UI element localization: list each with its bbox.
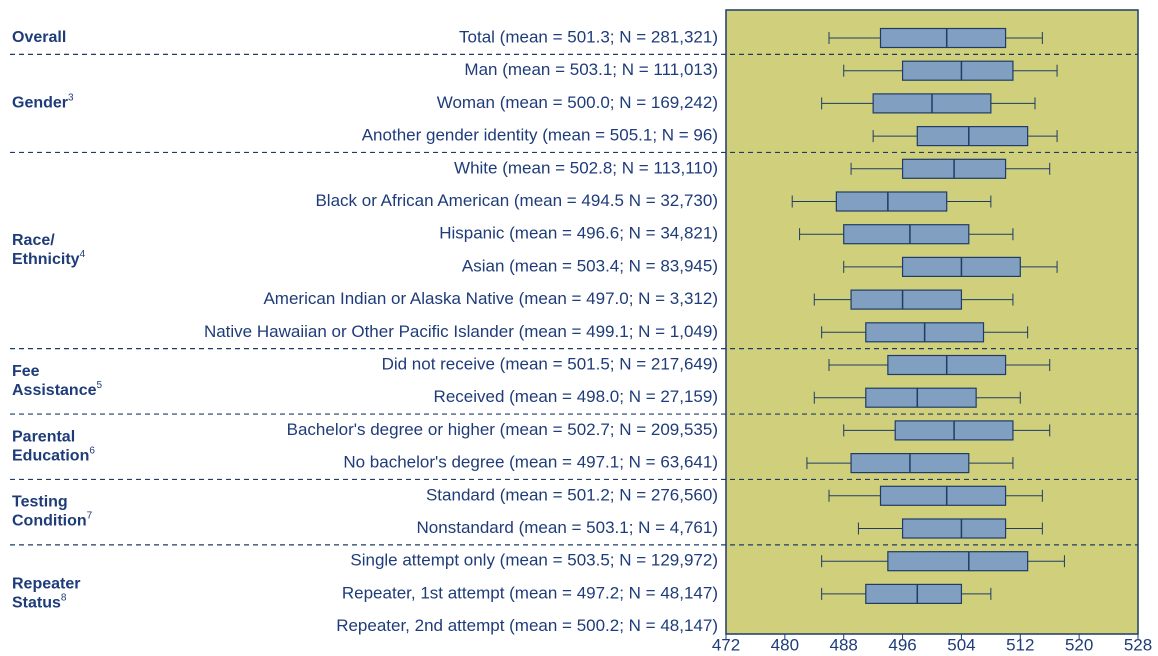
group-label: Gender3 xyxy=(12,92,74,112)
box xyxy=(865,583,963,605)
x-tick-label: 480 xyxy=(771,635,799,654)
category-label: Single attempt only (mean = 503.5; N = 1… xyxy=(350,551,718,570)
group-label-text: Education xyxy=(12,447,89,464)
category-label: Nonstandard (mean = 503.1; N = 4,761) xyxy=(417,518,718,537)
category-label: Standard (mean = 501.2; N = 276,560) xyxy=(426,485,718,504)
group-label: Ethnicity4 xyxy=(12,249,86,269)
group-label: Condition7 xyxy=(12,510,93,530)
category-label: American Indian or Alaska Native (mean =… xyxy=(263,289,718,308)
box xyxy=(850,289,963,310)
box xyxy=(835,191,948,212)
group-label: Testing xyxy=(12,494,68,511)
category-label: Did not receive (mean = 501.5; N = 217,6… xyxy=(382,354,718,373)
category-label: Native Hawaiian or Other Pacific Islande… xyxy=(204,322,718,341)
x-tick-label: 520 xyxy=(1065,635,1093,654)
group-label: Repeater xyxy=(12,576,80,593)
group-label-text: Gender xyxy=(12,95,68,112)
category-label: Repeater, 2nd attempt (mean = 500.2; N =… xyxy=(336,616,718,635)
box xyxy=(879,485,1007,506)
category-label: Man (mean = 503.1; N = 111,013) xyxy=(464,60,718,79)
category-label: Asian (mean = 503.4; N = 83,945) xyxy=(462,256,718,275)
group-label: Assistance5 xyxy=(12,379,103,399)
x-tick-label: 488 xyxy=(830,635,858,654)
category-label: Total (mean = 501.3; N = 281,321) xyxy=(459,27,718,46)
category-label: Repeater, 1st attempt (mean = 497.2; N =… xyxy=(342,583,718,602)
category-label: Another gender identity (mean = 505.1; N… xyxy=(362,126,718,145)
footnote-mark: 3 xyxy=(68,92,74,103)
category-label: White (mean = 502.8; N = 113,110) xyxy=(454,158,718,177)
group-label-text: Status xyxy=(12,595,61,612)
box xyxy=(916,125,1029,147)
category-label: Woman (mean = 500.0; N = 169,242) xyxy=(437,93,718,112)
category-label: Bachelor's degree or higher (mean = 502.… xyxy=(287,420,718,439)
x-tick-label: 504 xyxy=(947,635,975,654)
x-tick-label: 528 xyxy=(1124,635,1152,654)
footnote-mark: 7 xyxy=(87,510,93,521)
x-tick-label: 512 xyxy=(1006,635,1034,654)
category-label: Hispanic (mean = 496.6; N = 34,821) xyxy=(439,224,718,243)
group-label: Parental xyxy=(12,428,75,445)
group-label: Fee xyxy=(12,363,40,380)
group-label: Overall xyxy=(12,29,66,46)
group-label: Status8 xyxy=(12,592,67,612)
footnote-mark: 4 xyxy=(80,249,86,260)
group-label-text: Repeater xyxy=(12,576,80,593)
footnote-mark: 6 xyxy=(89,445,95,456)
box xyxy=(843,224,970,245)
group-label: Race/ xyxy=(12,232,55,249)
box xyxy=(901,518,1007,539)
x-tick-label: 496 xyxy=(888,635,916,654)
group-label-text: Ethnicity xyxy=(12,251,80,268)
group-label-text: Parental xyxy=(12,428,75,445)
category-label: Black or African American (mean = 494.5 … xyxy=(315,191,718,210)
group-label-text: Fee xyxy=(12,363,40,380)
group-label-text: Race/ xyxy=(12,232,55,249)
category-label: No bachelor's degree (mean = 497.1; N = … xyxy=(343,453,718,472)
group-label-text: Testing xyxy=(12,494,68,511)
footnote-mark: 5 xyxy=(97,379,103,390)
group-label-text: Assistance xyxy=(12,382,97,399)
group-label-text: Overall xyxy=(12,29,66,46)
box xyxy=(901,60,1014,81)
group-label-text: Condition xyxy=(12,513,87,530)
group-label: Education6 xyxy=(12,445,95,465)
box xyxy=(887,551,1029,572)
x-tick-label: 472 xyxy=(712,635,740,654)
category-label: Received (mean = 498.0; N = 27,159) xyxy=(434,387,718,406)
box xyxy=(879,27,1007,49)
footnote-mark: 8 xyxy=(61,592,67,603)
box xyxy=(865,387,977,408)
